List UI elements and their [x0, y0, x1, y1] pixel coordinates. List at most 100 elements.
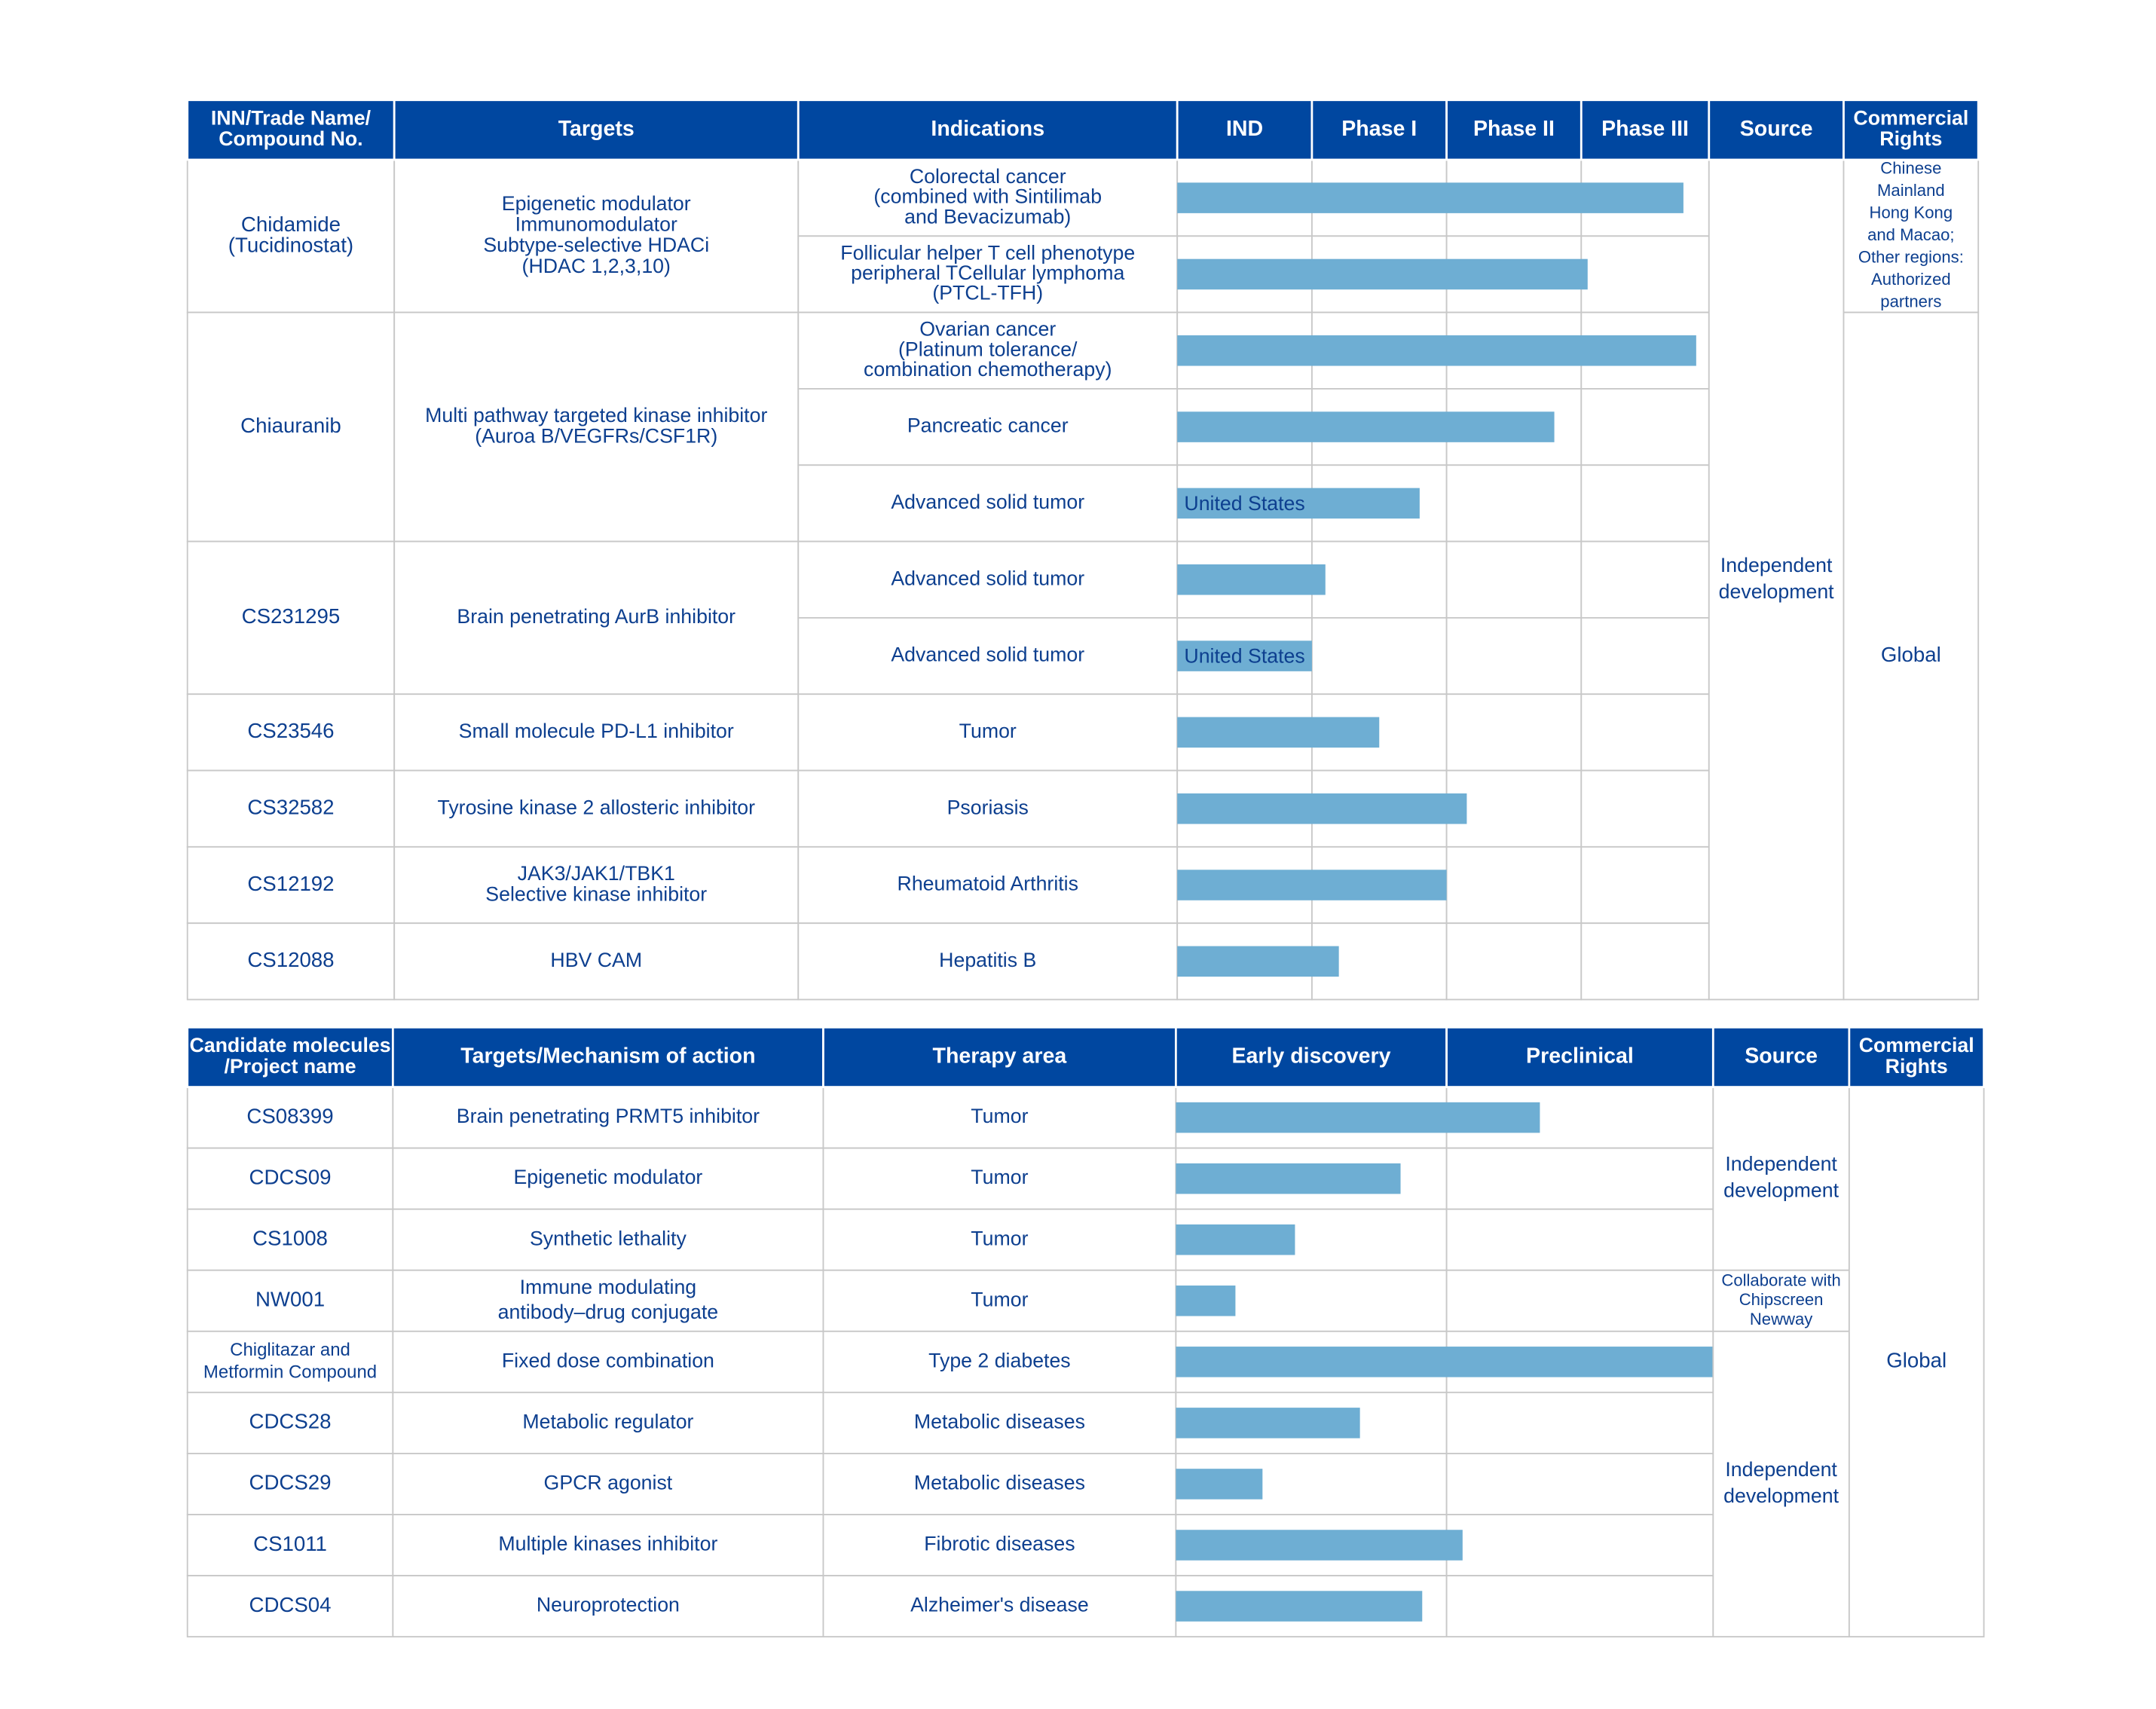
header-cell — [1708, 99, 1845, 161]
indication: combination chemotherapy) — [864, 358, 1112, 381]
progress-bar — [1177, 870, 1447, 900]
table-cell — [186, 1208, 394, 1271]
drug-name: CS231295 — [242, 604, 341, 628]
header-text: Commercial — [1859, 1034, 1974, 1056]
table-cell — [392, 1269, 824, 1332]
candidate-target: Brain penetrating PRMT5 inhibitor — [457, 1105, 760, 1127]
header-cell — [1445, 1026, 1714, 1088]
therapy-area: Tumor — [971, 1166, 1028, 1188]
table-cell — [1580, 540, 1710, 619]
table-cell — [1580, 616, 1710, 696]
header-text: Commercial — [1853, 107, 1968, 130]
progress-bar — [1176, 1591, 1423, 1622]
indication: (combined with Sintilimab — [873, 185, 1102, 208]
table-cell — [392, 1147, 824, 1210]
candidate-target: Neuroprotection — [537, 1594, 680, 1616]
drug-name: CS23546 — [247, 719, 334, 742]
source: Newway — [1750, 1310, 1813, 1328]
table-cell — [1445, 540, 1583, 619]
progress-bar — [1177, 411, 1555, 442]
table-cell — [186, 311, 396, 543]
drug-name: (Tucidinostat) — [228, 233, 353, 256]
table-cell — [797, 388, 1179, 466]
table-cell — [1708, 159, 1845, 1001]
table-cell — [392, 1391, 824, 1454]
indication: (Platinum tolerance/ — [898, 338, 1078, 360]
candidate-name: NW001 — [255, 1288, 325, 1311]
header-cell — [1174, 1026, 1448, 1088]
drug-name: Chidamide — [241, 212, 341, 236]
table-cell — [1310, 616, 1448, 696]
header-text: Rights — [1885, 1055, 1948, 1078]
table-cell — [1843, 159, 1980, 313]
therapy-area: Tumor — [971, 1227, 1028, 1249]
header-text: Rights — [1879, 127, 1942, 150]
rights: Chinese — [1880, 159, 1941, 178]
table-cell — [797, 616, 1179, 696]
rights: Mainland — [1877, 181, 1945, 200]
progress-bar — [1176, 1408, 1360, 1438]
header-text: Preclinical — [1526, 1044, 1634, 1069]
progress-bar — [1176, 1102, 1540, 1133]
candidate-target: antibody–drug conjugate — [498, 1301, 718, 1323]
therapy-area: Tumor — [971, 1105, 1028, 1127]
table-cell — [1580, 464, 1710, 543]
table-cell — [1580, 388, 1710, 466]
candidate-target: GPCR agonist — [544, 1472, 673, 1494]
candidate-name: CS1011 — [253, 1532, 327, 1555]
progress-bar — [1177, 258, 1588, 290]
progress-bar — [1176, 1163, 1401, 1194]
table-cell — [186, 1147, 394, 1210]
indication: Pancreatic cancer — [907, 414, 1069, 437]
header-text: Therapy area — [933, 1044, 1068, 1069]
rights: partners — [1880, 292, 1941, 311]
region-label: United States — [1184, 492, 1304, 515]
progress-bar — [1177, 488, 1420, 519]
progress-bar — [1177, 640, 1312, 671]
header-text: Source — [1745, 1044, 1818, 1069]
table-cell — [1580, 845, 1710, 925]
header-cell — [393, 99, 800, 161]
indication: Rheumatoid Arthritis — [898, 873, 1078, 895]
therapy-area: Tumor — [971, 1288, 1028, 1310]
drug-target: HBV CAM — [550, 949, 642, 971]
candidate-target: Immune modulating — [520, 1276, 697, 1298]
header-text: Indications — [931, 117, 1044, 141]
drug-name: CS12192 — [247, 872, 334, 895]
table-cell — [1445, 845, 1583, 925]
header-cell — [391, 1026, 824, 1088]
table-cell — [186, 159, 396, 313]
header-text: Candidate molecules — [189, 1034, 390, 1056]
therapy-area: Metabolic diseases — [914, 1472, 1085, 1494]
header-text: Phase III — [1601, 117, 1689, 141]
table-cell — [393, 311, 800, 543]
indication: Advanced solid tumor — [891, 491, 1084, 513]
table-cell — [1712, 1330, 1850, 1638]
header-cell — [1711, 1026, 1851, 1088]
source: development — [1723, 1179, 1839, 1202]
indication: Follicular helper T cell phenotype — [840, 241, 1135, 264]
indication: Advanced solid tumor — [891, 567, 1084, 589]
table-cell — [822, 1330, 1177, 1393]
drug-target: Tyrosine kinase 2 allosteric inhibitor — [437, 796, 755, 818]
drug-name: CS32582 — [247, 796, 334, 819]
indication: Colorectal cancer — [910, 165, 1066, 188]
source: Independent — [1725, 1458, 1837, 1481]
header-cell — [1580, 99, 1711, 161]
header-text: Targets/Mechanism of action — [460, 1044, 755, 1069]
progress-bar — [1177, 564, 1326, 595]
table-cell — [1843, 311, 1980, 1001]
header-cell — [1848, 1026, 1985, 1088]
table-cell — [186, 540, 396, 696]
table-cell — [1445, 1269, 1714, 1332]
source: Independent — [1725, 1153, 1837, 1176]
rights: Global — [1886, 1349, 1947, 1372]
indication: Tumor — [959, 720, 1017, 742]
table-cell — [1445, 1147, 1714, 1210]
candidate-name: Chiglitazar and — [230, 1340, 350, 1360]
table-cell — [822, 1147, 1177, 1210]
progress-bar — [1177, 717, 1380, 748]
rights: Authorized — [1871, 270, 1951, 289]
header-text: Targets — [558, 117, 635, 141]
